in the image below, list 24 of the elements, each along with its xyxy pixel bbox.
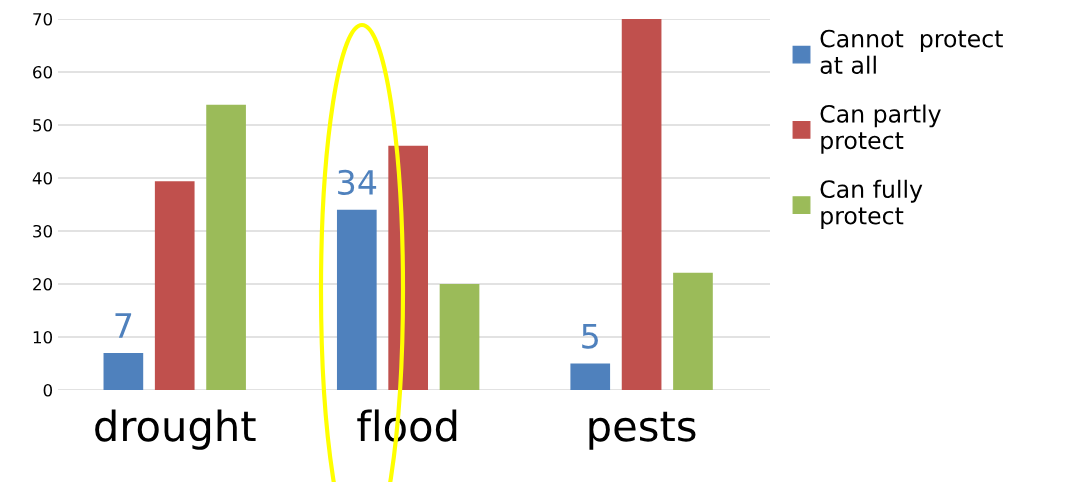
bar [439, 284, 480, 390]
x-tick-label: pests [589, 411, 696, 450]
legend-label: Cannot protect at all [820, 29, 1003, 74]
y-tick-label: 0 [43, 383, 53, 397]
x-tick-label: drought [95, 409, 256, 450]
bar [570, 363, 611, 390]
data-label: 5 [582, 323, 598, 349]
y-tick-label: 40 [32, 171, 53, 185]
bar [336, 209, 377, 390]
y-tick-label: 70 [33, 12, 53, 26]
bar [673, 272, 713, 390]
data-label: 34 [338, 169, 377, 196]
y-tick-label: 30 [33, 224, 53, 238]
legend-label: Can fully protect [820, 179, 923, 230]
y-tick-label: 50 [33, 118, 53, 132]
data-label: 7 [115, 313, 132, 338]
bar [103, 352, 144, 390]
y-tick-label: 20 [33, 277, 53, 291]
y-tick-label: 60 [33, 65, 53, 79]
bar [154, 181, 195, 390]
y-tick-label: 10 [33, 330, 53, 344]
bar [206, 104, 246, 390]
bar [621, 19, 662, 390]
legend-label: Can partly protect [820, 104, 941, 154]
